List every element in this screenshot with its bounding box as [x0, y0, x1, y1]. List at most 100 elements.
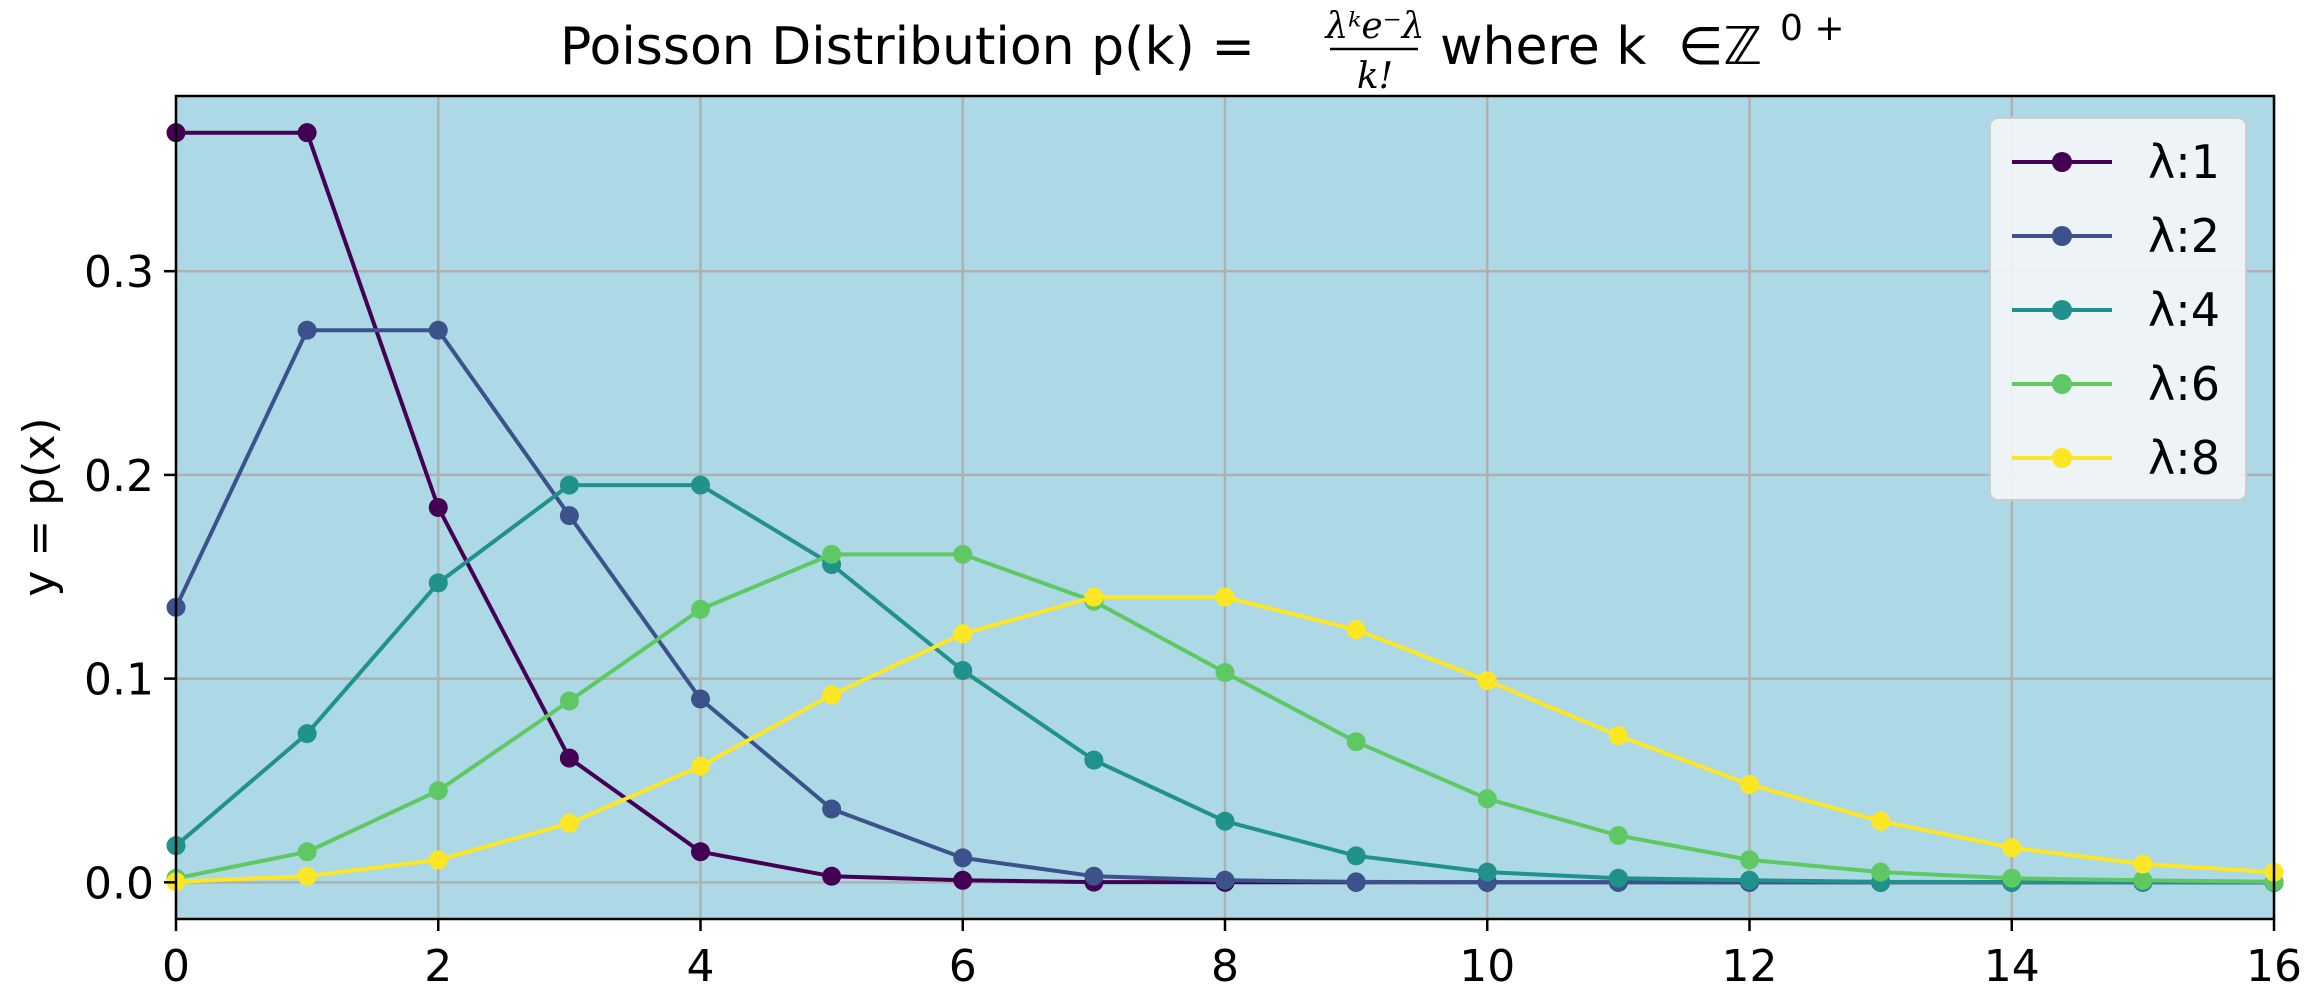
legend-label: λ:1: [2148, 135, 2220, 189]
data-point: [1477, 862, 1497, 882]
data-point: [822, 685, 842, 705]
data-point: [1084, 866, 1104, 886]
data-point: [1477, 671, 1497, 691]
legend-item: λ:4: [2012, 283, 2220, 337]
data-point: [297, 866, 317, 886]
title-fraction-numerator: λᵏe⁻λ: [1323, 6, 1424, 47]
legend-label: λ:4: [2148, 283, 2220, 337]
x-tick-label: 12: [1722, 941, 1778, 992]
data-point: [428, 850, 448, 870]
data-point: [1740, 775, 1759, 795]
data-point: [1871, 862, 1891, 882]
x-tick-label: 8: [1211, 941, 1239, 992]
chart-title: Poisson Distribution p(k) = λᵏe⁻λ k! whe…: [560, 6, 1845, 97]
legend-swatch-marker: [2052, 448, 2072, 468]
data-point: [1215, 587, 1235, 607]
data-point: [297, 123, 317, 143]
x-tick-label: 4: [687, 941, 715, 992]
legend-label: λ:6: [2148, 357, 2220, 411]
data-point: [428, 320, 448, 340]
data-point: [1215, 663, 1235, 683]
data-point: [691, 756, 710, 776]
data-point: [297, 842, 317, 862]
title-fraction-denominator: k!: [1357, 56, 1393, 97]
y-tick-label: 0.2: [84, 451, 154, 502]
data-point: [2002, 838, 2022, 858]
legend: λ:1 λ:2 λ:4 λ:6 λ:8: [1989, 117, 2247, 501]
title-suffix: where k: [1440, 17, 1646, 77]
x-tick-label: 10: [1459, 941, 1515, 992]
x-tick-label: 6: [949, 941, 977, 992]
data-point: [2133, 854, 2153, 874]
data-point: [297, 320, 317, 340]
data-point: [1346, 732, 1366, 752]
data-point: [559, 748, 579, 768]
data-point: [559, 506, 579, 526]
data-point: [691, 689, 710, 709]
title-set-superscript: 0 +: [1780, 8, 1845, 49]
y-axis-label: y = p(x): [14, 417, 65, 596]
y-axis: 0.0 0.1 0.2 0.3: [84, 247, 176, 909]
series-5: [166, 587, 2284, 892]
data-point: [1084, 750, 1104, 770]
legend-item: λ:1: [2012, 135, 2220, 189]
data-point: [559, 691, 579, 711]
data-point: [691, 475, 710, 495]
data-point: [1084, 587, 1104, 607]
legend-label: λ:2: [2148, 209, 2220, 263]
legend-swatch-marker: [2052, 226, 2072, 246]
x-tick-label: 16: [2246, 941, 2302, 992]
data-point: [953, 660, 973, 680]
data-point: [428, 573, 448, 593]
data-point: [1346, 872, 1366, 892]
data-point: [953, 544, 973, 564]
data-point: [1740, 850, 1759, 870]
x-tick-label: 14: [1984, 941, 2040, 992]
legend-items: λ:1 λ:2 λ:4 λ:6 λ:8: [2012, 135, 2220, 485]
x-axis: 0 2 4 6 8 10 12 14 16: [162, 919, 2302, 992]
data-point: [953, 848, 973, 868]
legend-swatch-marker: [2052, 300, 2072, 320]
data-point: [297, 724, 317, 744]
x-tick-label: 0: [162, 941, 190, 992]
y-tick-label: 0.1: [84, 655, 154, 706]
data-point: [1215, 811, 1235, 831]
data-point: [1740, 870, 1759, 890]
data-point: [1608, 825, 1628, 845]
legend-item: λ:8: [2012, 431, 2220, 485]
data-point: [1477, 789, 1497, 809]
data-point: [1215, 870, 1235, 890]
data-point: [1608, 868, 1628, 888]
data-point: [1871, 811, 1891, 831]
title-set-symbol: ∈ℤ: [1678, 17, 1762, 77]
data-point: [822, 799, 842, 819]
legend-swatch-marker: [2052, 152, 2072, 172]
series-layer: [166, 123, 2284, 892]
y-tick-label: 0.3: [84, 247, 154, 298]
data-point: [822, 866, 842, 886]
title-prefix: Poisson Distribution p(k) =: [560, 17, 1255, 77]
data-point: [691, 842, 710, 862]
data-point: [1608, 726, 1628, 746]
data-point: [428, 781, 448, 801]
data-point: [691, 599, 710, 619]
legend-item: λ:2: [2012, 209, 2220, 263]
data-point: [2002, 868, 2022, 888]
data-point: [428, 498, 448, 517]
legend-swatch-marker: [2052, 374, 2072, 394]
legend-box: [1989, 117, 2247, 501]
data-point: [559, 475, 579, 495]
data-point: [2133, 870, 2153, 890]
data-point: [1346, 620, 1366, 640]
data-point: [822, 544, 842, 564]
data-point: [559, 813, 579, 833]
y-tick-label: 0.0: [84, 858, 154, 909]
legend-item: λ:6: [2012, 357, 2220, 411]
legend-label: λ:8: [2148, 431, 2220, 485]
x-tick-label: 2: [424, 941, 452, 992]
data-point: [953, 870, 973, 890]
series-4: [166, 544, 2284, 892]
data-point: [953, 624, 973, 644]
data-point: [1346, 846, 1366, 866]
